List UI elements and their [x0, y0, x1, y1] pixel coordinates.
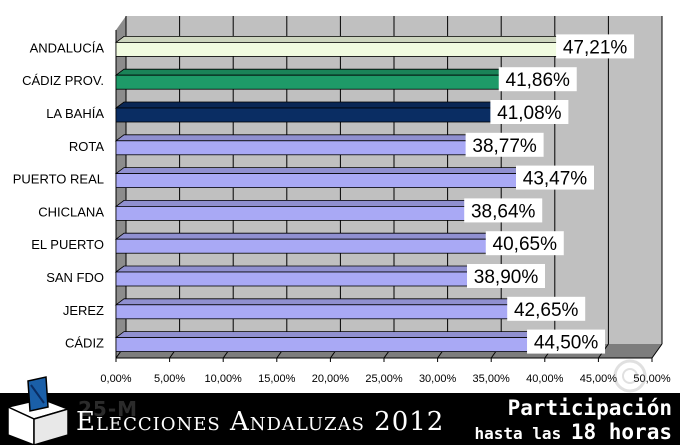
x-tick-label: 5,00% [154, 373, 185, 385]
x-tick-label: 20,00% [312, 373, 350, 385]
x-tick-label: 15,00% [258, 373, 296, 385]
bar [115, 42, 623, 57]
data-label: 38,64% [471, 201, 536, 222]
ghost-label: 25-M [78, 397, 139, 421]
x-tick-label: 30,00% [419, 373, 457, 385]
category-label: CÁDIZ [65, 336, 104, 351]
category-label: ROTA [69, 139, 104, 154]
data-label-box [556, 34, 635, 59]
category-label: EL PUERTO [31, 237, 104, 252]
data-label: 38,90% [474, 267, 539, 288]
data-label: 47,21% [563, 37, 628, 58]
data-label-box [490, 100, 569, 124]
category-label: PUERTO REAL [13, 172, 104, 187]
participation-bar-chart: 0,00% 5,00% 10,00% 15,00% 20,00% 25,00% 30,00%… [13, 16, 671, 385]
footer-banner: 25-M Elecciones Andaluzas 2012 Participa… [0, 376, 680, 445]
category-label: CÁDIZ PROV. [22, 73, 104, 88]
data-label: 43,47% [523, 169, 588, 190]
brand-title: Elecciones Andaluzas 2012 [76, 407, 445, 437]
bar [115, 337, 594, 353]
data-label-box [465, 132, 544, 157]
x-tick-label: 10,00% [205, 373, 243, 385]
bar [115, 304, 574, 320]
category-label: CHICLANA [38, 204, 104, 219]
data-label-box [464, 198, 543, 223]
data-label: 42,65% [514, 300, 579, 321]
participation-prefix: hasta las [474, 424, 562, 443]
bar [115, 107, 557, 123]
participation-hour: 18 horas [570, 420, 672, 444]
data-label: 41,86% [506, 70, 571, 91]
x-tick-label: 45,00% [580, 373, 618, 385]
x-tick-label: 50,00% [633, 373, 671, 385]
data-label-box [515, 165, 594, 190]
ballot-box-icon [5, 376, 71, 445]
x-tick-label: 40,00% [526, 373, 564, 385]
category-label: SAN FDO [46, 270, 104, 285]
participation-subtitle: hasta las 18 horas [475, 420, 673, 444]
category-label: JEREZ [63, 303, 104, 318]
bar [115, 74, 566, 90]
participation-title: Participación [507, 396, 672, 420]
x-tick-label: 0,00% [100, 373, 131, 385]
category-label: ANDALUCÍA [30, 40, 105, 55]
data-label-box [485, 231, 564, 256]
bar [115, 173, 583, 189]
data-label: 40,65% [493, 234, 558, 255]
data-label-box [507, 296, 586, 321]
data-label: 38,77% [472, 136, 537, 157]
bar-top [114, 36, 632, 43]
data-label-box [467, 264, 546, 288]
category-label: LA BAHÍA [46, 106, 104, 121]
x-tick-label: 35,00% [473, 373, 511, 385]
data-label-box [498, 67, 577, 92]
watermark-logo-icon [613, 359, 647, 393]
x-tick-label: 25,00% [365, 373, 403, 385]
gridline-floor [651, 343, 663, 359]
data-label-box [527, 329, 606, 354]
data-label: 41,08% [497, 103, 562, 124]
data-label: 44,50% [534, 333, 599, 354]
